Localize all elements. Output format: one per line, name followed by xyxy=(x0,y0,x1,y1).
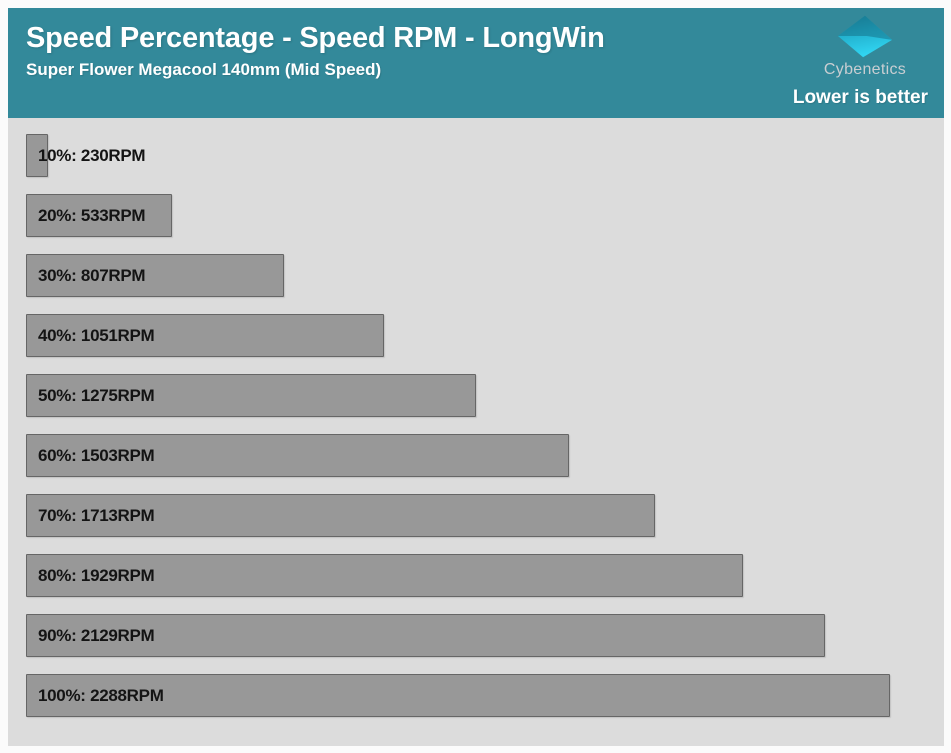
bar-label: 70%: 1713RPM xyxy=(38,505,155,525)
bar xyxy=(26,134,48,177)
bar xyxy=(26,614,825,657)
bar-row: 50%: 1275RPM xyxy=(26,374,944,417)
chart-body: 10%: 230RPM 20%: 533RPM 30%: 807RPM 40%:… xyxy=(8,118,944,746)
bar xyxy=(26,494,655,537)
bar-label: 100%: 2288RPM xyxy=(38,685,164,705)
bar-label: 60%: 1503RPM xyxy=(38,445,155,465)
bar-row: 100%: 2288RPM xyxy=(26,674,944,717)
bar-row: 10%: 230RPM xyxy=(26,134,944,177)
chart-header: Speed Percentage - Speed RPM - LongWin S… xyxy=(8,8,944,118)
bar xyxy=(26,314,384,357)
bar xyxy=(26,254,284,297)
bar-label: 10%: 230RPM xyxy=(38,145,146,165)
bar xyxy=(26,434,569,477)
brand-name: Cybenetics xyxy=(823,61,907,78)
bar-label: 90%: 2129RPM xyxy=(38,625,155,645)
bar xyxy=(26,194,172,237)
bar-label: 80%: 1929RPM xyxy=(38,565,155,585)
cybenetics-logo-icon xyxy=(837,15,893,58)
bar-label: 40%: 1051RPM xyxy=(38,325,155,345)
chart-subtitle: Super Flower Megacool 140mm (Mid Speed) xyxy=(26,60,382,79)
lower-is-better-note: Lower is better xyxy=(792,87,928,108)
bar xyxy=(26,674,890,717)
bar-row: 60%: 1503RPM xyxy=(26,434,944,477)
bar-label: 50%: 1275RPM xyxy=(38,385,155,405)
bar-row: 90%: 2129RPM xyxy=(26,614,944,657)
bar-label: 30%: 807RPM xyxy=(38,265,146,285)
bar-label: 20%: 533RPM xyxy=(38,205,146,225)
bar-row: 40%: 1051RPM xyxy=(26,314,944,357)
brand-block: Cybenetics xyxy=(800,14,930,79)
bar-row: 70%: 1713RPM xyxy=(26,494,944,537)
bar xyxy=(26,374,476,417)
bar xyxy=(26,554,743,597)
bar-row: 20%: 533RPM xyxy=(26,194,944,237)
bar-row: 80%: 1929RPM xyxy=(26,554,944,597)
chart-title: Speed Percentage - Speed RPM - LongWin xyxy=(26,22,605,54)
bar-row: 30%: 807RPM xyxy=(26,254,944,297)
